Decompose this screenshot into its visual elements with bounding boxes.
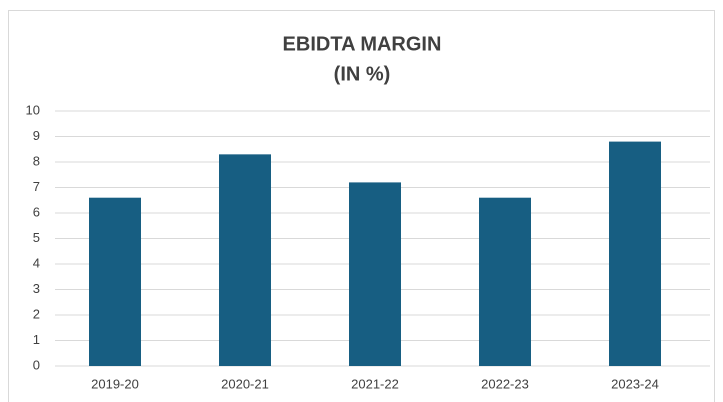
y-tick-label: 10	[26, 102, 40, 117]
y-tick-label: 0	[33, 357, 40, 372]
x-tick-label: 2022-23	[481, 376, 529, 391]
bar	[349, 182, 401, 366]
y-tick-label: 3	[33, 281, 40, 296]
y-tick-label: 7	[33, 179, 40, 194]
y-tick-label: 8	[33, 153, 40, 168]
bar	[609, 141, 661, 366]
bar	[219, 154, 271, 366]
y-tick-label: 6	[33, 204, 40, 219]
chart-subtitle: (IN %)	[334, 63, 391, 85]
x-tick-label: 2020-21	[221, 376, 269, 391]
y-tick-label: 5	[33, 230, 40, 245]
y-tick-label: 1	[33, 332, 40, 347]
y-tick-label: 2	[33, 306, 40, 321]
y-tick-label: 4	[33, 255, 40, 270]
x-tick-label: 2021-22	[351, 376, 399, 391]
x-tick-label: 2023-24	[611, 376, 659, 391]
y-tick-label: 9	[33, 128, 40, 143]
bar	[89, 197, 141, 366]
x-tick-label: 2019-20	[91, 376, 139, 391]
bar	[479, 197, 531, 366]
chart-title: EBIDTA MARGIN	[283, 33, 442, 55]
